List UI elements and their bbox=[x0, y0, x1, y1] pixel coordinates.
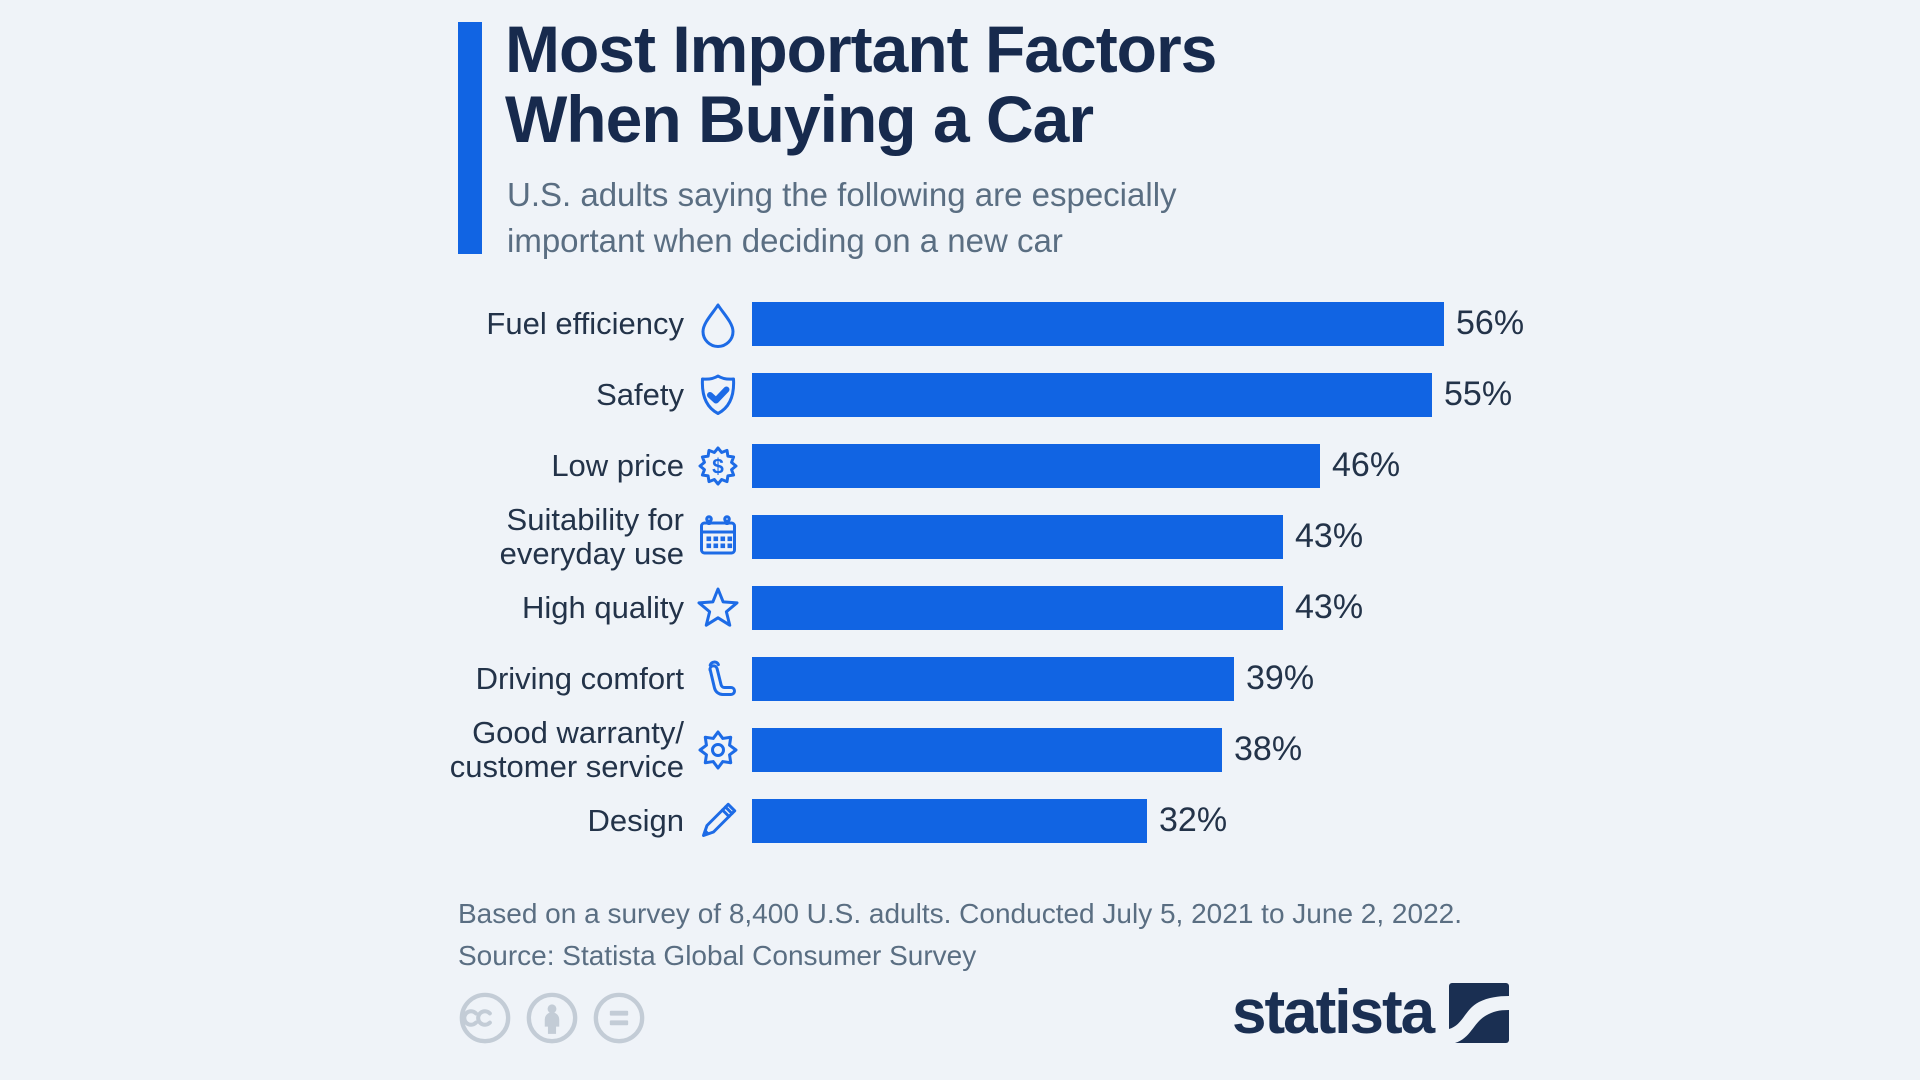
statista-logo-mark-icon bbox=[1449, 983, 1510, 1043]
bar bbox=[752, 727, 1222, 772]
chart-row: Safety 55% bbox=[440, 359, 1620, 430]
title-accent-bar bbox=[458, 22, 482, 254]
bar-category-label: Good warranty/customer service bbox=[449, 714, 684, 784]
chart-title-line-2: When Buying a Car bbox=[505, 82, 1094, 156]
statista-logo: statista bbox=[1232, 978, 1510, 1047]
chart-subtitle-line-2: important when deciding on a new car bbox=[507, 222, 1063, 259]
bar bbox=[752, 656, 1234, 701]
bar-value-label: 55% bbox=[1444, 375, 1513, 413]
bar-value-label: 56% bbox=[1456, 304, 1525, 342]
bar-category-label: Fuel efficiency bbox=[486, 305, 684, 341]
bar-category-label: Driving comfort bbox=[475, 660, 684, 696]
chart-row: Suitability for everyday use 43% bbox=[440, 501, 1620, 572]
pen-icon bbox=[694, 797, 742, 845]
bar-value-label: 43% bbox=[1295, 588, 1364, 626]
bar-category-label: Suitability for everyday use bbox=[499, 501, 684, 571]
bar-category-label: Safety bbox=[596, 376, 684, 412]
chart-row: Low price $46% bbox=[440, 430, 1620, 501]
dollar-badge-icon: $ bbox=[694, 442, 742, 490]
bar bbox=[752, 514, 1283, 559]
car-seat-icon bbox=[694, 655, 742, 703]
license-icons bbox=[458, 991, 646, 1045]
chart-row: Good warranty/customer service 38% bbox=[440, 714, 1620, 785]
bar bbox=[752, 585, 1283, 630]
bar bbox=[752, 443, 1320, 488]
chart-row: Driving comfort 39% bbox=[440, 643, 1620, 714]
chart-subtitle-line-1: U.S. adults saying the following are esp… bbox=[507, 176, 1177, 213]
bar bbox=[752, 301, 1444, 346]
chart-subtitle: U.S. adults saying the following are esp… bbox=[507, 172, 1177, 264]
chart-row: Design 32% bbox=[440, 785, 1620, 856]
chart-row: High quality 43% bbox=[440, 572, 1620, 643]
creative-commons-icon bbox=[458, 991, 512, 1045]
chart-row: Fuel efficiency 56% bbox=[440, 288, 1620, 359]
gear-icon bbox=[694, 726, 742, 774]
bar bbox=[752, 798, 1147, 843]
bar-value-label: 43% bbox=[1295, 517, 1364, 555]
star-icon bbox=[694, 584, 742, 632]
chart-footnote: Based on a survey of 8,400 U.S. adults. … bbox=[458, 893, 1462, 977]
attribution-icon bbox=[525, 991, 579, 1045]
svg-text:$: $ bbox=[712, 455, 724, 478]
bar-category-label: High quality bbox=[522, 589, 684, 625]
bar-value-label: 32% bbox=[1159, 801, 1228, 839]
chart-title-line-1: Most Important Factors bbox=[505, 12, 1217, 86]
bar-value-label: 38% bbox=[1234, 730, 1303, 768]
bar-value-label: 46% bbox=[1332, 446, 1401, 484]
no-derivatives-icon bbox=[592, 991, 646, 1045]
bar-chart: Fuel efficiency 56% Safety 55% Low price $4… bbox=[440, 288, 1620, 856]
shield-check-icon bbox=[694, 371, 742, 419]
bar bbox=[752, 372, 1432, 417]
chart-title: Most Important Factors When Buying a Car bbox=[505, 12, 1217, 156]
bar-category-label: Low price bbox=[551, 447, 684, 483]
source-note: Source: Statista Global Consumer Survey bbox=[458, 940, 977, 971]
survey-note: Based on a survey of 8,400 U.S. adults. … bbox=[458, 898, 1462, 929]
bar-category-label: Design bbox=[587, 802, 685, 838]
calendar-icon bbox=[694, 513, 742, 561]
bar-value-label: 39% bbox=[1246, 659, 1315, 697]
statista-logo-text: statista bbox=[1232, 978, 1435, 1047]
water-drop-icon bbox=[694, 300, 742, 348]
